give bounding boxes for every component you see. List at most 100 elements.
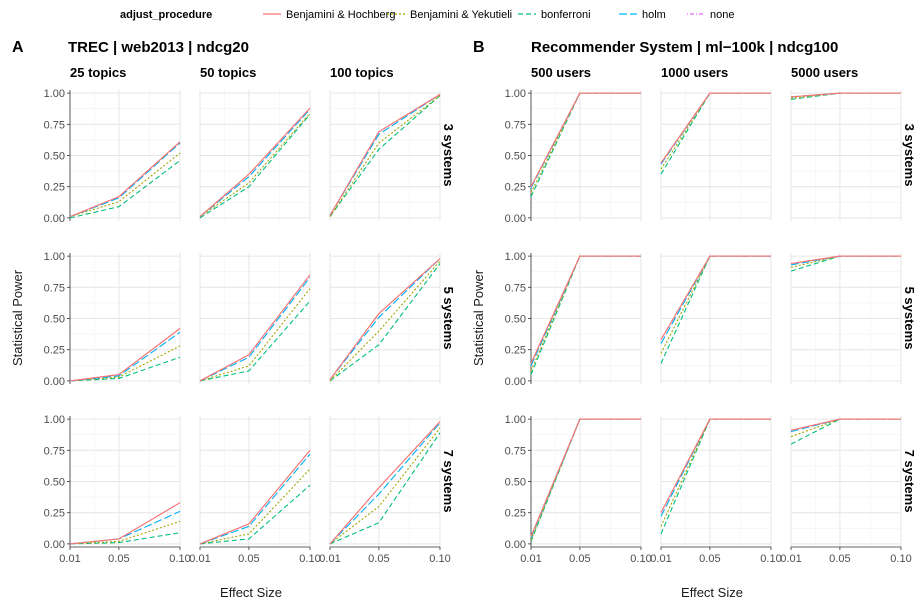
x-tick-label: 0.01 <box>189 553 210 565</box>
panel-b-letter: B <box>473 39 485 56</box>
series-line-holm <box>69 510 181 545</box>
x-tick-label: 0.01 <box>319 553 340 565</box>
series-line-bonferroni <box>660 92 771 175</box>
facet-panel <box>199 253 311 384</box>
legend-item: bonferroni <box>518 9 591 21</box>
series-line-none <box>530 418 641 537</box>
y-tick-label: 0.50 <box>44 477 65 489</box>
facet-panel: 0.00 0.25 0.50 0.75 1.00 <box>44 251 181 388</box>
series-line-benjamini-yekutieli <box>790 255 901 268</box>
series-line-holm <box>660 418 771 517</box>
facet-panel: 0.00 0.25 0.50 0.75 1.00 <box>505 88 642 225</box>
series-line-none <box>199 274 311 382</box>
y-tick-label: 0.50 <box>505 314 526 326</box>
series-line-holm <box>199 276 311 382</box>
y-tick-label: 0.50 <box>44 151 65 163</box>
series-line-benjamini-yekutieli <box>199 468 311 545</box>
y-tick-label: 0.25 <box>44 508 65 520</box>
series-line-holm <box>69 142 181 218</box>
row-strip-a-2: 5 systems <box>441 287 456 350</box>
y-tick-label: 1.00 <box>505 88 526 100</box>
series-line-benjamini-hochberg <box>69 502 181 545</box>
row-strip-b-3: 7 systems <box>902 450 915 513</box>
series-line-none <box>530 255 641 364</box>
series-line-none <box>69 141 181 218</box>
legend-title: adjust_procedure <box>120 9 212 21</box>
y-tick-label: 0.75 <box>44 119 65 131</box>
series-line-holm <box>790 418 901 433</box>
series-line-benjamini-hochberg <box>660 92 771 164</box>
legend: adjust_procedure Benjamini & Hochberg Ben… <box>120 9 734 21</box>
series-line-benjamini-yekutieli <box>69 152 181 218</box>
series-line-benjamini-hochberg <box>329 93 441 216</box>
series-line-benjamini-hochberg <box>530 418 641 537</box>
y-tick-label: 0.25 <box>44 345 65 357</box>
series-line-benjamini-hochberg <box>660 418 771 513</box>
series-line-holm <box>329 422 441 545</box>
series-line-benjamini-hochberg <box>199 449 311 545</box>
series-line-bonferroni <box>790 418 901 445</box>
facet-panel <box>660 253 772 384</box>
panel-b-title: Recommender System | ml−100k | ndcg100 <box>531 39 838 56</box>
series-line-benjamini-yekutieli <box>329 427 441 545</box>
facet-panel: 0.01 0.05 0.10 <box>780 416 912 565</box>
series-line-holm <box>530 418 641 538</box>
legend-label: none <box>710 9 734 21</box>
facet-panel: 0.00 0.25 0.50 0.75 1.00 0.01 0.05 0.10 <box>505 414 652 565</box>
y-tick-label: 0.00 <box>505 539 526 551</box>
y-tick-label: 0.25 <box>44 182 65 194</box>
column-strip-b-3: 5000 users <box>791 65 858 80</box>
series-line-bonferroni <box>69 160 181 219</box>
x-tick-label: 0.05 <box>238 553 259 565</box>
series-line-benjamini-yekutieli <box>530 255 641 372</box>
facet-panel <box>660 90 772 221</box>
y-tick-label: 0.50 <box>505 151 526 163</box>
x-tick-label: 0.10 <box>169 553 190 565</box>
legend-item: Benjamini & Hochberg <box>263 9 395 21</box>
x-tick-label: 0.05 <box>699 553 720 565</box>
facet-panel <box>199 90 311 221</box>
series-line-bonferroni <box>530 418 641 542</box>
row-strip-b-2: 5 systems <box>902 287 915 350</box>
series-line-none <box>69 328 181 382</box>
y-tick-label: 0.25 <box>505 508 526 520</box>
series-line-bonferroni <box>329 263 441 382</box>
series-line-bonferroni <box>329 95 441 217</box>
series-line-benjamini-yekutieli <box>660 418 771 527</box>
facet-panel: 0.01 0.05 0.10 <box>650 416 782 565</box>
x-tick-label: 0.10 <box>890 553 911 565</box>
series-line-holm <box>530 92 641 189</box>
x-tick-label: 0.01 <box>650 553 671 565</box>
series-line-benjamini-yekutieli <box>199 112 311 218</box>
series-line-benjamini-hochberg <box>69 141 181 218</box>
panel-a-letter: A <box>12 39 24 56</box>
series-line-benjamini-yekutieli <box>69 520 181 545</box>
facet-panel: 0.01 0.05 0.10 <box>319 416 451 565</box>
y-tick-label: 0.25 <box>505 182 526 194</box>
legend-label: bonferroni <box>541 9 591 21</box>
legend-label: Benjamini & Hochberg <box>286 9 395 21</box>
series-line-bonferroni <box>660 255 771 364</box>
facet-panel <box>329 90 441 221</box>
x-tick-label: 0.01 <box>780 553 801 565</box>
series-line-benjamini-hochberg <box>790 255 901 265</box>
column-strip-a-1: 25 topics <box>70 65 126 80</box>
series-line-bonferroni <box>199 484 311 545</box>
x-tick-label: 0.01 <box>59 553 80 565</box>
series-line-benjamini-yekutieli <box>660 255 771 354</box>
x-tick-label: 0.10 <box>630 553 651 565</box>
column-strip-b-2: 1000 users <box>661 65 728 80</box>
series-line-benjamini-yekutieli <box>329 260 441 382</box>
panel-a-title: TREC | web2013 | ndcg20 <box>68 39 249 56</box>
facet-panel <box>790 253 902 384</box>
legend-item: none <box>687 9 734 21</box>
x-tick-label: 0.10 <box>299 553 320 565</box>
y-axis-label-b: Statistical Power <box>471 269 486 366</box>
facet-panel <box>790 90 902 221</box>
series-line-benjamini-hochberg <box>790 418 901 431</box>
y-tick-label: 1.00 <box>44 251 65 263</box>
row-strip-a-1: 3 systems <box>441 124 456 187</box>
series-line-bonferroni <box>199 113 311 219</box>
y-tick-label: 0.75 <box>505 445 526 457</box>
